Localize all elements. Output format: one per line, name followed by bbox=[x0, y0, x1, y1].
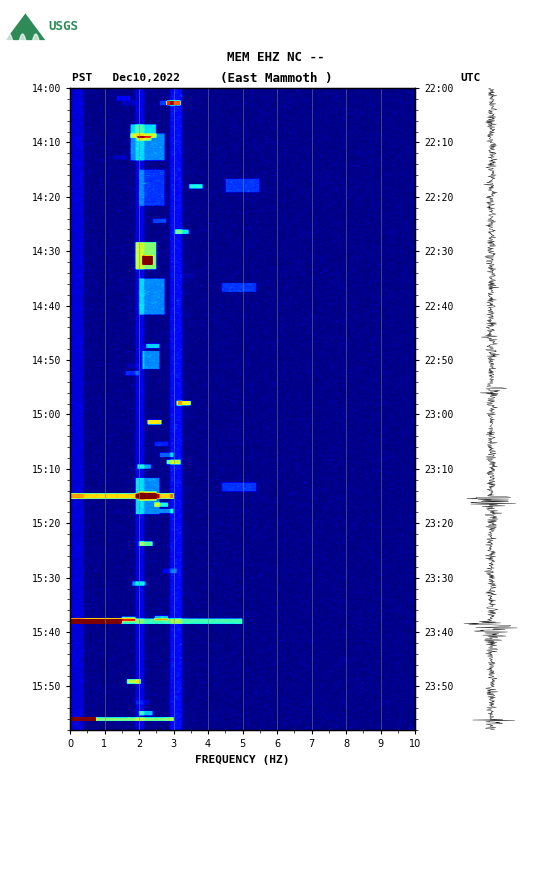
Text: PST   Dec10,2022: PST Dec10,2022 bbox=[72, 73, 180, 84]
X-axis label: FREQUENCY (HZ): FREQUENCY (HZ) bbox=[195, 755, 290, 764]
Polygon shape bbox=[6, 13, 45, 40]
Text: USGS: USGS bbox=[49, 21, 78, 33]
Text: UTC: UTC bbox=[460, 73, 480, 84]
Text: (East Mammoth ): (East Mammoth ) bbox=[220, 72, 332, 85]
Text: MEM EHZ NC --: MEM EHZ NC -- bbox=[227, 52, 325, 64]
